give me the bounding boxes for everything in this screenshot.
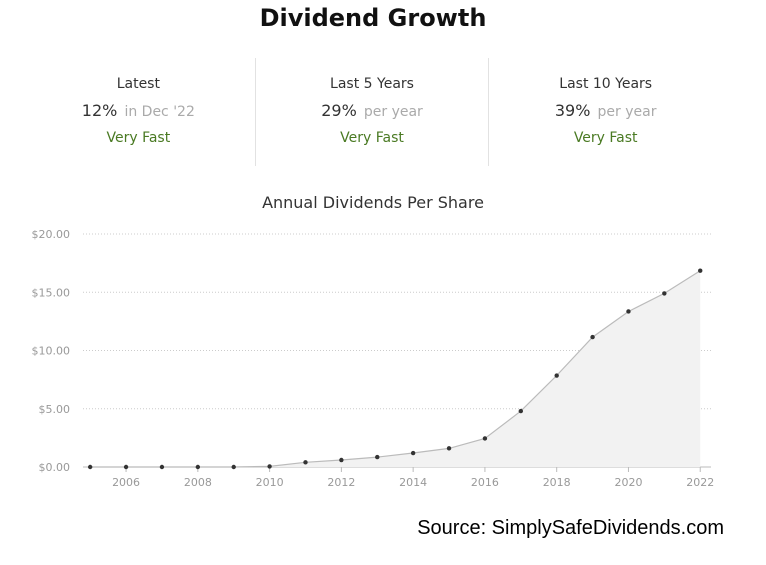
x-tick-label: 2016 — [471, 476, 499, 489]
stat-value: 12% — [81, 101, 118, 120]
stat-label: Last 10 Years — [559, 76, 653, 92]
stat-latest: Latest 12% in Dec '22 Very Fast — [22, 58, 255, 166]
stats-row: Latest 12% in Dec '22 Very Fast Last 5 Y… — [22, 58, 722, 166]
data-point — [267, 464, 272, 469]
y-axis-ticks: $0.00 $5.00 $10.00 $15.00 $20.00 — [32, 228, 71, 474]
stat-value-row: 12% in Dec '22 — [22, 101, 255, 120]
data-point — [662, 291, 667, 296]
stat-rating: Very Fast — [573, 130, 638, 146]
page-title: Dividend Growth — [259, 4, 487, 32]
x-tick-label: 2006 — [112, 476, 140, 489]
data-point — [195, 464, 201, 470]
data-point — [339, 457, 344, 463]
series-line — [90, 270, 701, 468]
stat-value-row: 39% per year — [489, 101, 722, 120]
stat-suffix: in Dec '22 — [124, 104, 195, 120]
data-point — [231, 464, 236, 470]
data-point — [590, 334, 595, 340]
data-point — [375, 454, 380, 460]
y-tick-label: $5.00 — [39, 403, 71, 416]
data-point — [626, 309, 631, 314]
y-tick-label: $0.00 — [39, 461, 71, 474]
data-point — [446, 446, 452, 451]
stat-rating: Very Fast — [106, 130, 171, 146]
x-tick-label: 2014 — [399, 476, 427, 489]
y-tick-label: $15.00 — [32, 286, 71, 299]
stat-value-row: 29% per year — [256, 101, 489, 120]
x-axis: 2006 2008 2010 2012 2014 2016 2018 2020 2022 — [83, 466, 714, 489]
data-point — [482, 436, 488, 441]
data-point — [303, 460, 308, 465]
series-points — [87, 268, 703, 470]
stat-label: Last 5 Years — [330, 76, 414, 92]
x-tick-label: 2018 — [543, 476, 571, 489]
source-label: Source: SimplySafeDividends.com — [417, 517, 724, 539]
stat-value: 29% — [321, 101, 357, 120]
x-tick-label: 2008 — [184, 476, 212, 489]
series-area-fill — [90, 270, 701, 467]
stat-suffix: per year — [363, 104, 423, 120]
data-point — [554, 373, 559, 378]
data-point — [698, 268, 703, 273]
data-point — [410, 450, 416, 456]
data-point — [159, 464, 165, 470]
stat-label: Latest — [116, 76, 160, 92]
data-point — [87, 464, 93, 470]
stat-last-5-years: Last 5 Years 29% per year Very Fast — [254, 58, 489, 166]
x-tick-label: 2022 — [686, 476, 714, 489]
data-point — [123, 464, 129, 470]
x-tick-label: 2010 — [256, 476, 284, 489]
x-tick-label: 2012 — [327, 476, 355, 489]
stat-rating: Very Fast — [340, 130, 404, 146]
x-tick-label: 2020 — [614, 476, 642, 489]
chart-title: Annual Dividends Per Share — [262, 193, 484, 212]
stat-last-10-years: Last 10 Years 39% per year Very Fast — [488, 58, 722, 166]
data-point — [518, 408, 524, 414]
y-tick-label: $20.00 — [32, 228, 71, 241]
y-tick-label: $10.00 — [32, 345, 71, 358]
series-area — [90, 270, 701, 468]
stat-suffix: per year — [597, 104, 657, 120]
stat-value: 39% — [554, 101, 591, 120]
